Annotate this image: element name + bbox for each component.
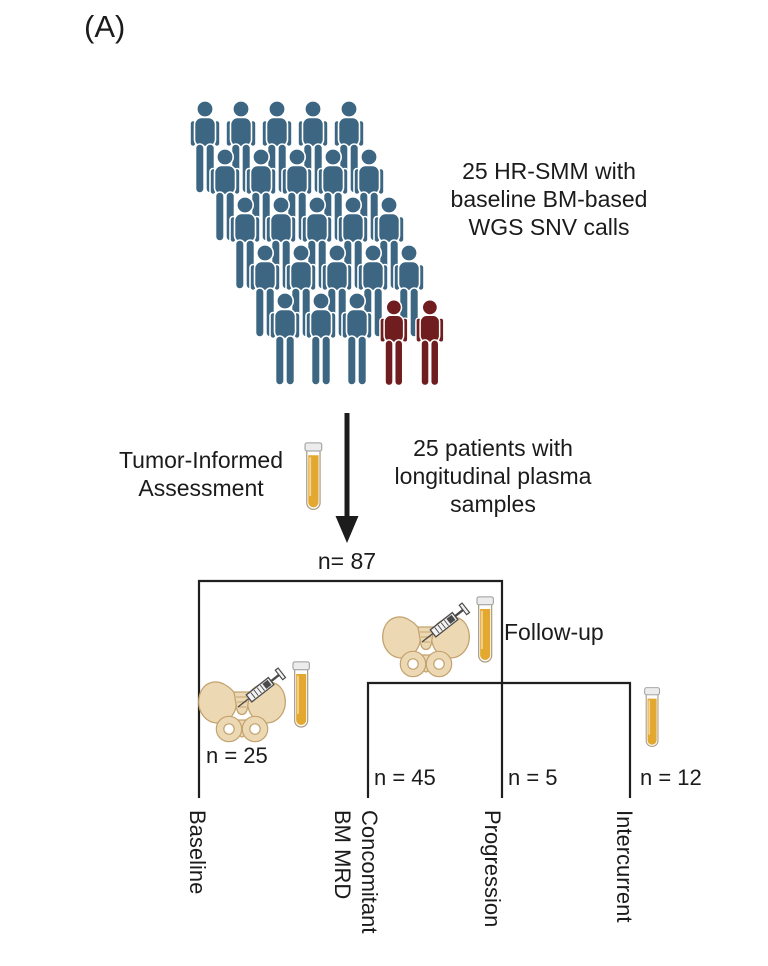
down-arrow-icon: [335, 413, 359, 543]
branch-label-concomitant: Concomitant BM MRD: [330, 810, 382, 934]
patient-crowd: [189, 100, 445, 387]
branch-n-progression: n = 5: [508, 765, 558, 790]
flow-tree-lines: [197, 579, 632, 798]
test-tube-icon: [304, 441, 323, 511]
followup-label: Follow-up: [504, 619, 604, 645]
person-icon-highlighted: [415, 298, 445, 387]
branch-label-baseline: Baseline: [185, 810, 210, 895]
branch-n-baseline: n = 25: [206, 743, 268, 768]
branch-label-progression: Progression: [480, 810, 505, 928]
branch-label-intercurrent: Intercurrent: [612, 810, 637, 923]
pelvis-syringe-tube-icon: [199, 662, 310, 742]
plasma-annotation: 25 patients with longitudinal plasma sam…: [394, 435, 592, 517]
branch-n-concomitant: n = 45: [374, 765, 436, 790]
pelvis-syringe-tube-icon: [383, 597, 494, 677]
cohort-annotation: 25 HR-SMM with baseline BM-based WGS SNV…: [450, 158, 648, 240]
test-tube-icon: [643, 686, 661, 748]
panel-label: (A): [84, 9, 126, 44]
branch-n-intercurrent: n = 12: [640, 765, 702, 790]
root-n-label: n= 87: [317, 548, 377, 574]
assessment-annotation: Tumor-Informed Assessment: [118, 447, 284, 501]
